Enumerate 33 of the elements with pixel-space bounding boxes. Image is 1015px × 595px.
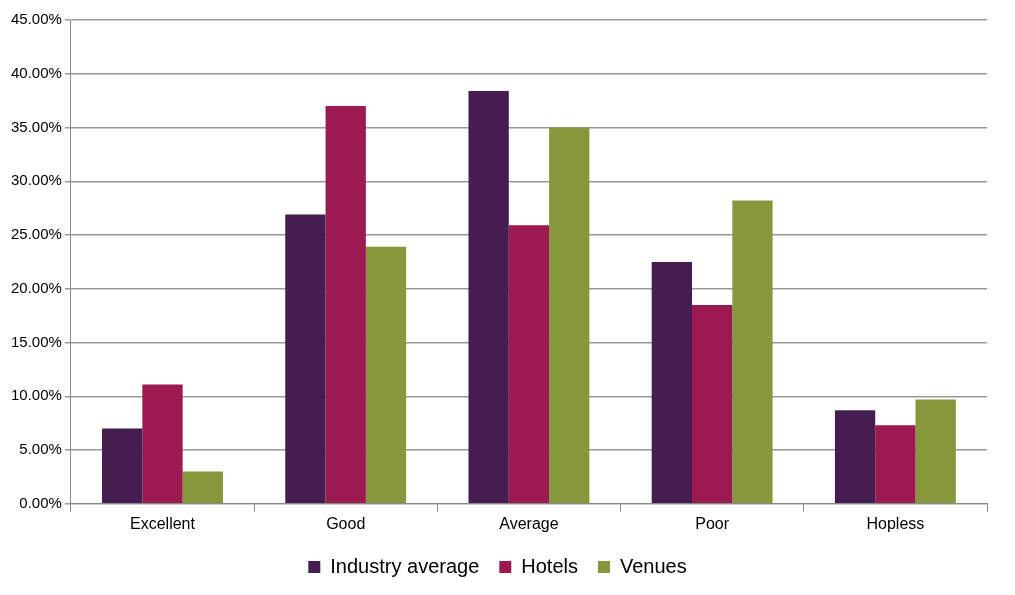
bar <box>732 200 773 504</box>
bar <box>102 428 143 504</box>
legend-label: Venues <box>619 554 687 577</box>
legend-label: Hotels <box>521 554 578 577</box>
x-tick-label: Hopless <box>866 514 925 532</box>
y-tick-label: 35.00% <box>11 117 62 135</box>
y-tick-label: 20.00% <box>11 278 62 296</box>
bar <box>365 246 407 504</box>
y-tick-label: 5.00% <box>19 440 62 458</box>
y-tick-label: 0.00% <box>19 493 62 511</box>
bar <box>325 106 366 504</box>
bar <box>142 384 183 504</box>
x-tick-label: Poor <box>695 514 730 532</box>
y-tick-label: 45.00% <box>11 10 62 28</box>
legend-label: Industry average <box>330 554 480 577</box>
y-tick-label: 30.00% <box>11 171 62 189</box>
bar <box>875 425 916 504</box>
bar <box>651 261 693 504</box>
y-tick-label: 15.00% <box>11 332 62 350</box>
y-tick-label: 25.00% <box>11 225 62 243</box>
bar <box>508 225 550 504</box>
x-tick-label: Good <box>326 514 366 532</box>
bar <box>692 304 733 504</box>
bar <box>549 127 590 504</box>
y-tick-label: 40.00% <box>11 63 62 81</box>
bar <box>285 214 326 504</box>
x-tick-label: Average <box>499 514 559 532</box>
bar <box>468 90 509 504</box>
x-tick-label: Excellent <box>130 514 196 532</box>
y-tick-label: 10.00% <box>11 386 62 404</box>
bar <box>834 410 876 504</box>
bar <box>182 471 223 504</box>
bar <box>915 399 956 504</box>
